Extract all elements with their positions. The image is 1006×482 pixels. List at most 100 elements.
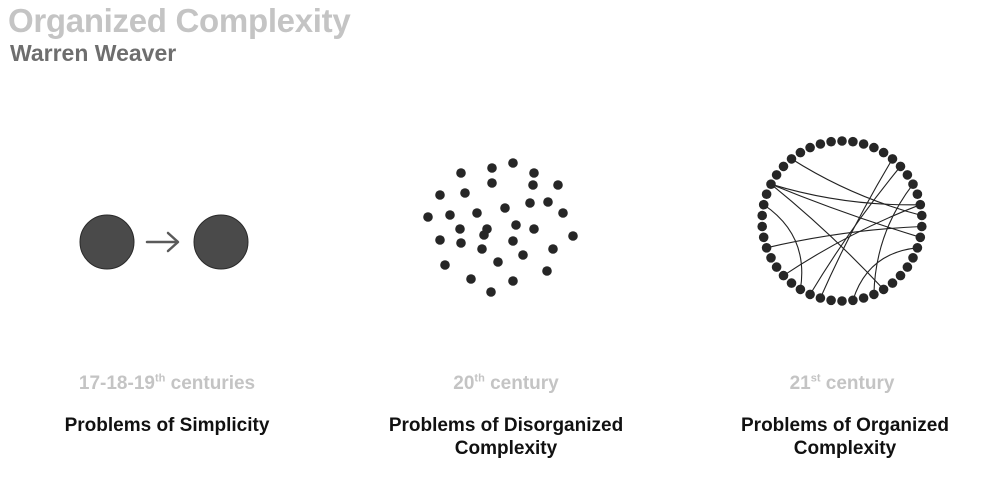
scatter-dot <box>435 190 445 200</box>
network-node <box>858 293 869 303</box>
era-label-disorganized: 20th century <box>453 372 559 394</box>
network-node <box>895 270 906 281</box>
scatter-dot <box>455 224 465 234</box>
network-node <box>761 243 772 253</box>
network-node <box>815 293 826 303</box>
scatter-dot <box>472 208 482 218</box>
network-link <box>770 183 921 206</box>
network-node <box>902 262 913 272</box>
network-node <box>915 199 926 210</box>
network-node <box>766 253 776 263</box>
network-node <box>795 284 806 295</box>
scatter-dot <box>487 163 497 173</box>
scatter-dot <box>568 231 578 241</box>
network-node <box>917 221 927 232</box>
network-node <box>766 179 776 189</box>
network-node <box>786 154 797 164</box>
scatter-dot <box>553 180 563 190</box>
network-node <box>758 232 769 243</box>
scatter-dot <box>542 266 552 276</box>
network-link <box>791 158 922 217</box>
network-node <box>878 147 889 158</box>
network-node <box>837 136 847 146</box>
network-node <box>895 161 906 172</box>
network-node <box>786 278 797 288</box>
scatter-dot <box>543 197 553 207</box>
scatter-dot <box>528 180 538 190</box>
network-node <box>805 289 815 300</box>
scatter-dot <box>456 238 466 248</box>
page-subtitle: Warren Weaver <box>10 40 177 66</box>
network-node <box>858 139 869 149</box>
network-node <box>869 142 879 153</box>
scatter-dot <box>508 158 518 168</box>
network-node <box>887 154 898 164</box>
network-node <box>848 295 858 306</box>
scatter-dot <box>435 235 445 245</box>
network-node <box>878 284 889 295</box>
network-node <box>778 270 789 281</box>
scatter-dot <box>548 244 558 254</box>
era-label-organized: 21st century <box>789 372 895 394</box>
network-link <box>770 183 921 238</box>
scatter-dot <box>529 224 539 234</box>
network-node <box>887 278 898 288</box>
scatter-dot <box>477 244 487 254</box>
scatter-dot <box>486 287 496 297</box>
network-node <box>758 199 769 210</box>
network-node <box>771 262 782 272</box>
network-node <box>869 289 879 300</box>
page-title: Organized Complexity <box>8 2 351 39</box>
scatter-dot <box>518 250 528 260</box>
network-link <box>770 183 885 290</box>
network-node <box>771 170 782 180</box>
disorganized-diagram <box>423 158 578 297</box>
network-node <box>912 189 923 199</box>
network-node <box>908 179 918 189</box>
scatter-dot <box>479 230 489 240</box>
network-node <box>761 189 772 199</box>
scatter-dot <box>525 198 535 208</box>
network-node <box>912 243 923 253</box>
scatter-dot <box>456 168 466 178</box>
scatter-dot <box>423 212 433 222</box>
network-node <box>815 139 826 149</box>
network-link <box>819 158 893 299</box>
caption-simplicity: Problems of Simplicity <box>64 415 270 436</box>
network-link <box>852 247 918 301</box>
caption-disorganized: Problems of Disorganized Complexity <box>388 415 624 459</box>
network-link <box>766 225 922 249</box>
scatter-dot <box>460 188 470 198</box>
network-node <box>915 232 926 243</box>
network-node <box>848 136 858 147</box>
scatter-dot <box>487 178 497 188</box>
simplicity-diagram <box>79 214 249 270</box>
simplicity-node-right <box>193 214 249 270</box>
network-link <box>873 183 914 295</box>
network-node <box>917 210 927 221</box>
scatter-dot <box>558 208 568 218</box>
caption-organized: Problems of Organized Complexity <box>741 415 949 459</box>
network-node <box>778 161 789 172</box>
scatter-dot <box>511 220 521 230</box>
network-node <box>757 221 767 232</box>
network-node <box>805 142 815 153</box>
right-arrow-icon <box>145 231 180 253</box>
network-node <box>826 136 836 147</box>
scatter-dot <box>508 236 518 246</box>
scatter-dot <box>508 276 518 286</box>
organized-diagram <box>757 136 927 306</box>
network-node <box>908 253 918 263</box>
scatter-dot <box>445 210 455 220</box>
network-node <box>795 147 806 158</box>
era-label-simplicity: 17-18-19th centuries <box>78 372 256 394</box>
network-node <box>837 296 847 306</box>
scatter-dot <box>493 257 503 267</box>
network-links <box>763 158 922 301</box>
network-node <box>826 295 836 306</box>
scatter-dot <box>466 274 476 284</box>
network-node <box>757 210 767 221</box>
network-link <box>763 204 803 290</box>
scatter-dot <box>440 260 450 270</box>
scatter-dot <box>500 203 510 213</box>
